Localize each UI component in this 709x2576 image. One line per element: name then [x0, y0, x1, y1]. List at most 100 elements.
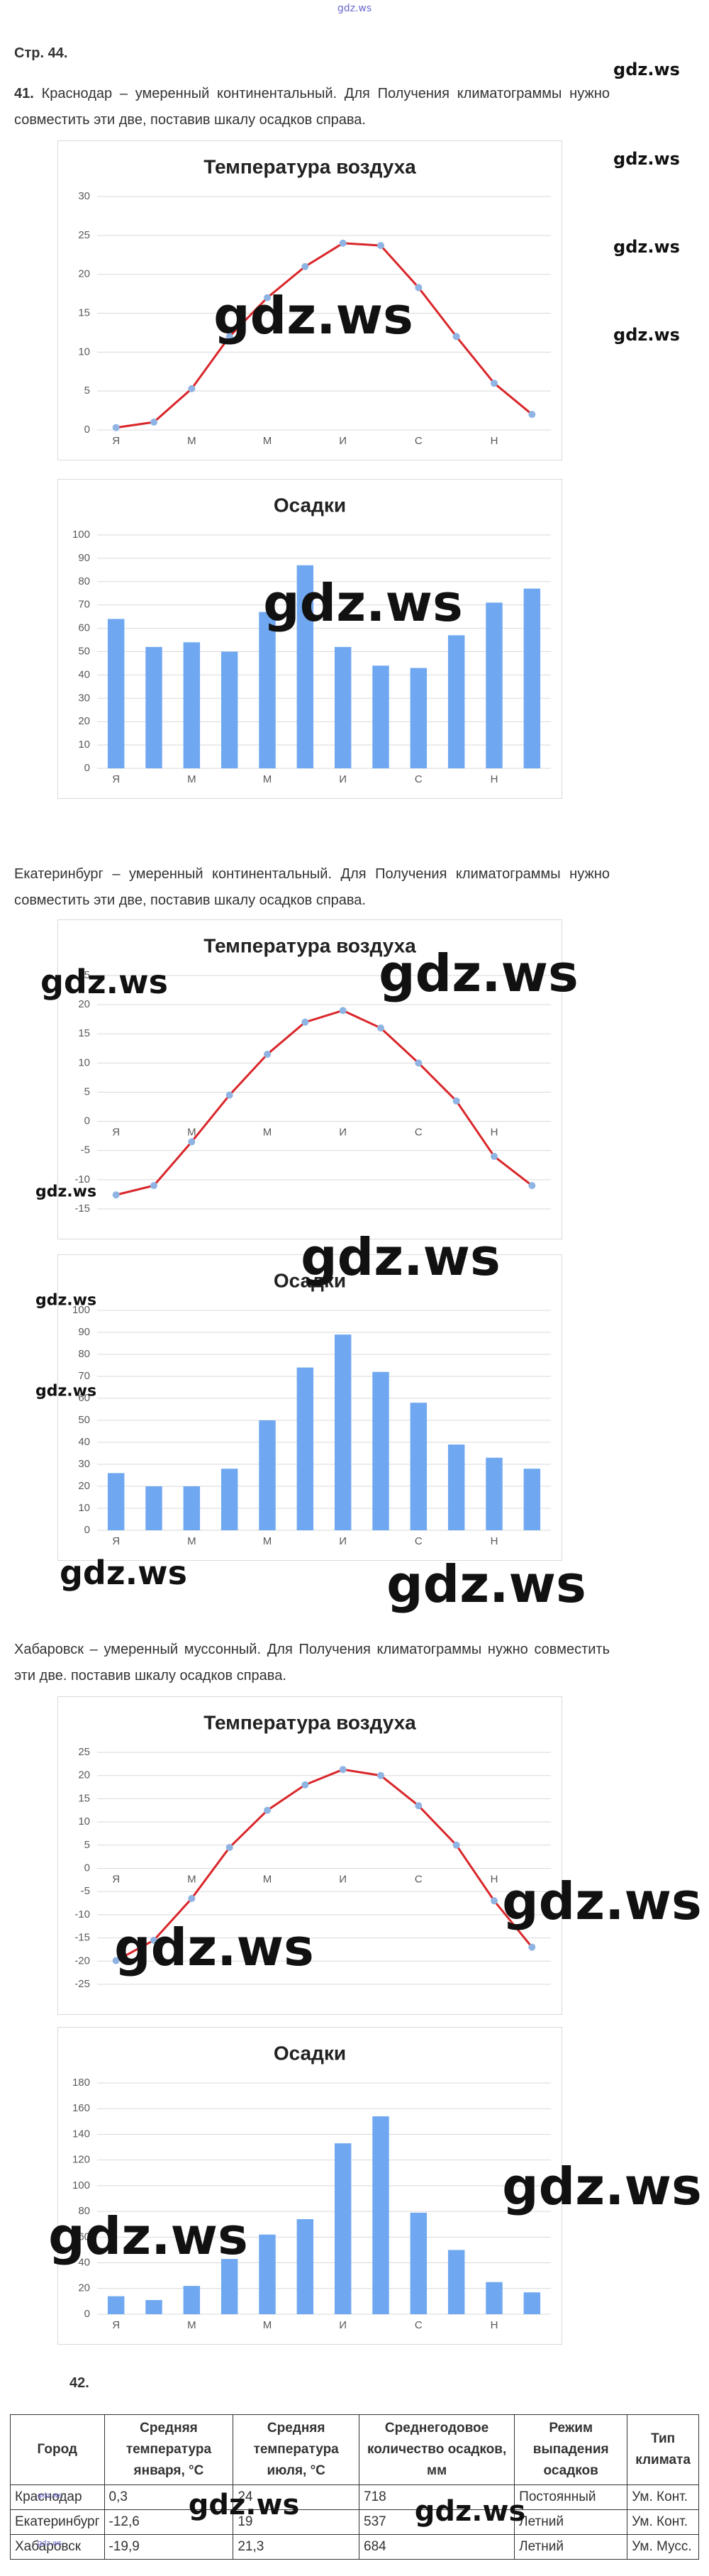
- header-row: Город Средняя температура января, °C Средн…: [10, 2414, 699, 2485]
- point: [415, 1802, 423, 1810]
- point: [301, 1018, 309, 1026]
- header-cell: Режим выпадения осадков: [514, 2414, 628, 2485]
- point: [301, 1781, 309, 1789]
- bar: [447, 2250, 465, 2314]
- bar: [107, 1473, 125, 1530]
- watermark: gdz.ws: [35, 1291, 97, 1310]
- watermark: gdz.ws: [386, 1554, 586, 1614]
- y-tick-label: 30: [78, 1458, 90, 1470]
- point: [377, 1024, 384, 1032]
- y-tick-label: 30: [78, 190, 90, 202]
- x-tick-label: И: [339, 435, 347, 447]
- y-tick-label: 10: [78, 1502, 90, 1514]
- point: [491, 1897, 498, 1905]
- watermark: gdz.ws: [48, 2206, 248, 2266]
- point: [491, 1152, 498, 1160]
- watermark: gdz.ws: [114, 1918, 314, 1977]
- table-cell: 718: [358, 2484, 515, 2510]
- x-tick-label: М: [263, 1535, 272, 1547]
- chart-title: Температура воздуха: [203, 155, 416, 177]
- bar: [523, 1469, 541, 1530]
- bar: [523, 2292, 541, 2314]
- watermark: gdz.ws: [37, 2492, 62, 2500]
- point: [377, 1771, 384, 1779]
- x-tick-label: М: [187, 773, 196, 785]
- watermark: gdz.ws: [613, 60, 680, 79]
- y-tick-label: 15: [78, 1027, 90, 1039]
- y-tick-label: 20: [78, 1480, 90, 1492]
- x-tick-label: М: [187, 1873, 196, 1885]
- bar: [296, 565, 314, 768]
- table-row: Краснодар 0,3 24 718 Постоянный Ум. Конт.: [10, 2484, 699, 2510]
- bar: [334, 1334, 352, 1530]
- table-cell: 537: [358, 2509, 515, 2535]
- y-tick-label: 0: [84, 2308, 90, 2320]
- x-tick-label: М: [263, 1127, 272, 1139]
- bar: [334, 646, 352, 768]
- watermark: gdz.ws: [613, 149, 680, 169]
- y-tick-label: 15: [78, 1792, 90, 1804]
- point: [452, 333, 460, 341]
- point: [112, 1191, 120, 1199]
- y-tick-label: 30: [78, 692, 90, 704]
- point: [112, 1957, 120, 1964]
- paragraph: Хабаровск – умеренный муссонный. Для Пол…: [14, 1642, 610, 1684]
- x-tick-label: Н: [491, 1535, 498, 1547]
- watermark: gdz.ws: [613, 237, 680, 257]
- chart-svg: Осадки 0 10 20 30 40 50 60 70 80 90 100 Я М М И С Н: [72, 1269, 551, 1547]
- x-tick-label: И: [339, 2319, 347, 2331]
- y-tick-label: 120: [72, 2154, 90, 2166]
- y-tick-label: 180: [72, 2077, 90, 2089]
- y-tick-label: 20: [78, 715, 90, 727]
- table-cell: Екатеринбург: [10, 2509, 105, 2535]
- x-tick-label: М: [187, 1535, 196, 1547]
- y-tick-label: -5: [81, 1144, 90, 1156]
- bar: [410, 1403, 428, 1530]
- x-tick-label: Я: [112, 773, 120, 785]
- watermark: gdz.ws: [40, 963, 168, 1001]
- point: [339, 239, 347, 247]
- point: [377, 242, 384, 250]
- chart-svg: Температура воздуха -25 -20 -15 -10 -5 0 5 10 15 2…: [74, 1711, 551, 1990]
- table-wrap: Город Средняя температура января, °C Средн…: [10, 2414, 699, 2560]
- watermark: gdz.ws: [213, 286, 413, 346]
- table-cell: Ум. Конт.: [627, 2484, 699, 2510]
- table-cell: Краснодар: [10, 2484, 105, 2510]
- line-path: [116, 242, 533, 429]
- x-tick-label: М: [187, 435, 196, 447]
- x-tick-label: М: [187, 2319, 196, 2331]
- point: [188, 1895, 196, 1903]
- chart: Осадки 0 10 20 30 40 50 60 70 80 90 100 Я М М И С Н: [57, 479, 562, 799]
- x-tick-label: Я: [112, 435, 120, 447]
- line-path: [116, 1009, 533, 1196]
- table-cell: Постоянный: [514, 2484, 628, 2510]
- watermark: gdz.ws: [188, 2489, 300, 2521]
- x-tick-label: И: [339, 1873, 347, 1885]
- y-tick-label: 20: [78, 2282, 90, 2294]
- bar: [220, 1469, 238, 1530]
- y-tick-label: 100: [72, 2179, 90, 2191]
- y-tick-label: -15: [74, 1932, 90, 1944]
- chart-svg: Осадки 0 20 40 60 80 100 120 140 160 180 Я М М И С Н: [72, 2042, 551, 2331]
- bar: [372, 1371, 389, 1530]
- y-tick-label: 160: [72, 2102, 90, 2114]
- watermark: gdz.ws: [502, 2157, 702, 2216]
- header-cell: Тип климата: [627, 2414, 699, 2485]
- table: Город Средняя температура января, °C Средн…: [10, 2414, 699, 2560]
- point: [452, 1841, 460, 1849]
- bar: [259, 2234, 276, 2314]
- x-tick-label: С: [415, 2319, 423, 2331]
- y-tick-label: 0: [84, 1115, 90, 1127]
- header-cell: Средняя температура января, °C: [104, 2414, 234, 2485]
- watermark: gdz.ws: [337, 3, 372, 14]
- x-tick-label: М: [263, 2319, 272, 2331]
- chart: Осадки 0 10 20 30 40 50 60 70 80 90 100 Я М М И С Н: [57, 1254, 562, 1561]
- y-tick-label: 50: [78, 1414, 90, 1426]
- y-tick-label: 5: [84, 385, 90, 397]
- chart-svg: Температура воздуха 0 5 10 15 20 25 30 Я М М И С Н: [78, 155, 551, 447]
- table-cell: 0,3: [104, 2484, 234, 2510]
- y-tick-label: 5: [84, 1085, 90, 1098]
- point: [528, 411, 536, 419]
- x-tick-label: Н: [491, 773, 498, 785]
- watermark: gdz.ws: [379, 944, 579, 1003]
